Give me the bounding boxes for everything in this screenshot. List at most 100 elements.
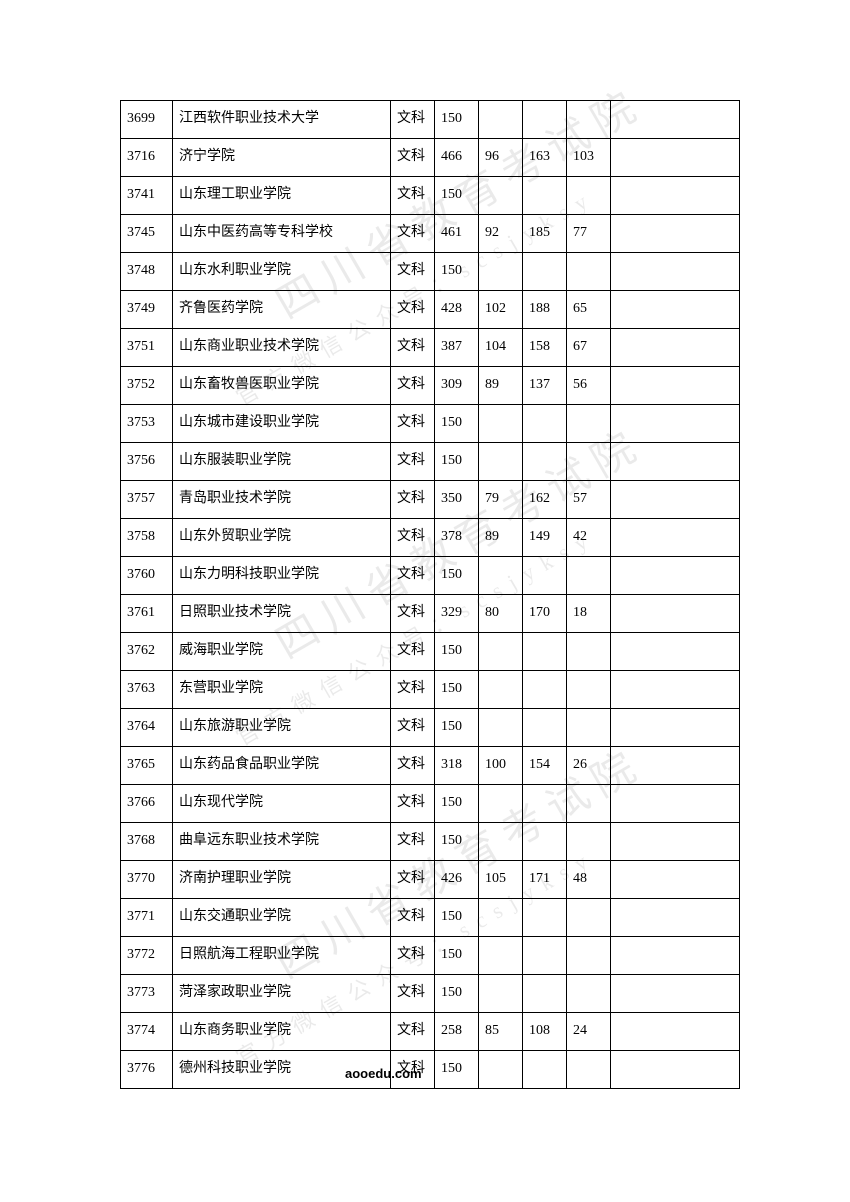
cell-s3	[523, 937, 567, 975]
cell-s3	[523, 633, 567, 671]
cell-s2	[479, 633, 523, 671]
cell-s4	[567, 975, 611, 1013]
cell-code: 3741	[121, 177, 173, 215]
cell-s1: 150	[435, 177, 479, 215]
cell-s2	[479, 899, 523, 937]
table-row: 3765山东药品食品职业学院文科31810015426	[121, 747, 740, 785]
cell-s4	[567, 633, 611, 671]
cell-s1: 318	[435, 747, 479, 785]
cell-s2: 104	[479, 329, 523, 367]
cell-code: 3765	[121, 747, 173, 785]
table-row: 3772日照航海工程职业学院文科150	[121, 937, 740, 975]
cell-s1: 150	[435, 823, 479, 861]
cell-ext	[611, 1051, 740, 1089]
cell-code: 3772	[121, 937, 173, 975]
cell-s2	[479, 975, 523, 1013]
cell-s2: 85	[479, 1013, 523, 1051]
cell-s2	[479, 823, 523, 861]
table-row: 3763东营职业学院文科150	[121, 671, 740, 709]
cell-s3: 185	[523, 215, 567, 253]
table-row: 3771山东交通职业学院文科150	[121, 899, 740, 937]
cell-name: 山东畜牧兽医职业学院	[173, 367, 391, 405]
cell-s2	[479, 443, 523, 481]
cell-s4	[567, 405, 611, 443]
cell-ext	[611, 253, 740, 291]
cell-s3: 137	[523, 367, 567, 405]
cell-code: 3773	[121, 975, 173, 1013]
table-row: 3753山东城市建设职业学院文科150	[121, 405, 740, 443]
table-row: 3699江西软件职业技术大学文科150	[121, 101, 740, 139]
cell-code: 3757	[121, 481, 173, 519]
cell-s3: 162	[523, 481, 567, 519]
cell-code: 3753	[121, 405, 173, 443]
cell-s3	[523, 557, 567, 595]
cell-code: 3770	[121, 861, 173, 899]
table-row: 3756山东服装职业学院文科150	[121, 443, 740, 481]
cell-s3	[523, 975, 567, 1013]
cell-name: 山东理工职业学院	[173, 177, 391, 215]
cell-name: 东营职业学院	[173, 671, 391, 709]
cell-category: 文科	[391, 1013, 435, 1051]
cell-code: 3763	[121, 671, 173, 709]
cell-s3	[523, 177, 567, 215]
cell-category: 文科	[391, 481, 435, 519]
cell-s3	[523, 405, 567, 443]
cell-ext	[611, 329, 740, 367]
cell-ext	[611, 937, 740, 975]
cell-s4: 24	[567, 1013, 611, 1051]
cell-s4	[567, 557, 611, 595]
cell-ext	[611, 747, 740, 785]
table-row: 3752山东畜牧兽医职业学院文科3098913756	[121, 367, 740, 405]
cell-s3: 154	[523, 747, 567, 785]
cell-s1: 150	[435, 633, 479, 671]
table-row: 3749齐鲁医药学院文科42810218865	[121, 291, 740, 329]
cell-s3	[523, 101, 567, 139]
cell-category: 文科	[391, 215, 435, 253]
cell-s4: 103	[567, 139, 611, 177]
cell-code: 3716	[121, 139, 173, 177]
cell-name: 齐鲁医药学院	[173, 291, 391, 329]
cell-category: 文科	[391, 595, 435, 633]
cell-ext	[611, 291, 740, 329]
cell-name: 山东交通职业学院	[173, 899, 391, 937]
cell-code: 3766	[121, 785, 173, 823]
cell-ext	[611, 481, 740, 519]
cell-s4: 57	[567, 481, 611, 519]
cell-s4	[567, 709, 611, 747]
cell-s2: 79	[479, 481, 523, 519]
cell-s4	[567, 443, 611, 481]
cell-s2	[479, 671, 523, 709]
cell-s1: 378	[435, 519, 479, 557]
cell-s1: 150	[435, 899, 479, 937]
cell-code: 3756	[121, 443, 173, 481]
cell-code: 3768	[121, 823, 173, 861]
cell-category: 文科	[391, 899, 435, 937]
cell-name: 山东服装职业学院	[173, 443, 391, 481]
cell-name: 山东城市建设职业学院	[173, 405, 391, 443]
cell-category: 文科	[391, 253, 435, 291]
cell-name: 济南护理职业学院	[173, 861, 391, 899]
cell-s4	[567, 177, 611, 215]
cell-code: 3761	[121, 595, 173, 633]
cell-s1: 150	[435, 253, 479, 291]
cell-s4	[567, 253, 611, 291]
cell-ext	[611, 177, 740, 215]
cell-s1: 150	[435, 405, 479, 443]
cell-code: 3699	[121, 101, 173, 139]
table-row: 3768曲阜远东职业技术学院文科150	[121, 823, 740, 861]
cell-category: 文科	[391, 405, 435, 443]
cell-s1: 426	[435, 861, 479, 899]
cell-category: 文科	[391, 557, 435, 595]
cell-category: 文科	[391, 937, 435, 975]
cell-s2	[479, 1051, 523, 1089]
cell-s3	[523, 709, 567, 747]
cell-name: 山东旅游职业学院	[173, 709, 391, 747]
cell-category: 文科	[391, 443, 435, 481]
cell-s3	[523, 899, 567, 937]
cell-s2: 102	[479, 291, 523, 329]
cell-s1: 150	[435, 937, 479, 975]
cell-s4	[567, 899, 611, 937]
cell-name: 日照职业技术学院	[173, 595, 391, 633]
cell-name: 山东商业职业技术学院	[173, 329, 391, 367]
cell-ext	[611, 899, 740, 937]
